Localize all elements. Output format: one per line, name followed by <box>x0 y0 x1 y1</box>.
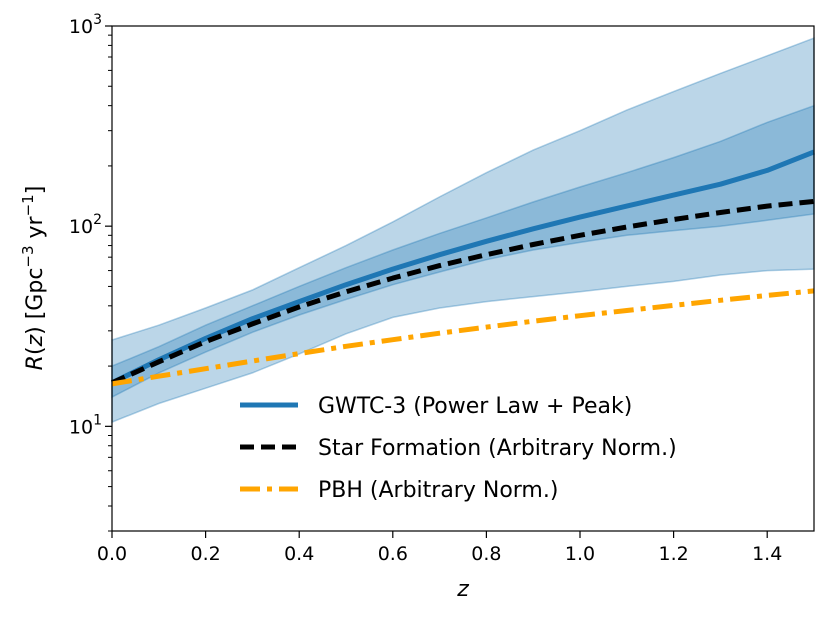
legend-label-pbh: PBH (Arbitrary Norm.) <box>318 478 558 503</box>
x-tick-label: 0.8 <box>471 543 501 565</box>
star-formation-line <box>110 198 815 386</box>
x-tick-label: 0.2 <box>190 543 220 565</box>
y-tick-label: 101 <box>69 412 102 438</box>
legend: GWTC-3 (Power Law + Peak) Star Formation… <box>240 394 677 503</box>
pbh-line <box>111 288 815 387</box>
x-tick-label: 1.2 <box>658 543 688 565</box>
x-axis-label: z <box>456 577 469 602</box>
legend-label-star-formation: Star Formation (Arbitrary Norm.) <box>318 436 677 461</box>
series-lines <box>110 149 815 387</box>
x-tick-label: 1.0 <box>565 543 595 565</box>
y-tick-label: 103 <box>69 12 102 38</box>
y-tick-label: 102 <box>69 212 102 238</box>
x-tick-label: 0.4 <box>284 543 314 565</box>
gwtc3-median-line <box>110 149 815 386</box>
x-tick-label: 1.4 <box>752 543 782 565</box>
y-axis-label: R(z) [Gpc−3 yr−1] <box>19 186 48 371</box>
x-tick-label: 0.0 <box>97 543 127 565</box>
legend-label-gwtc3: GWTC-3 (Power Law + Peak) <box>318 394 632 419</box>
x-axis-ticks: 0.0 0.2 0.4 0.6 0.8 1.0 1.2 1.4 <box>97 531 782 565</box>
y-axis-ticks: 101 102 103 <box>69 12 112 532</box>
plot-frame <box>111 25 815 532</box>
x-tick-label: 0.6 <box>378 543 408 565</box>
